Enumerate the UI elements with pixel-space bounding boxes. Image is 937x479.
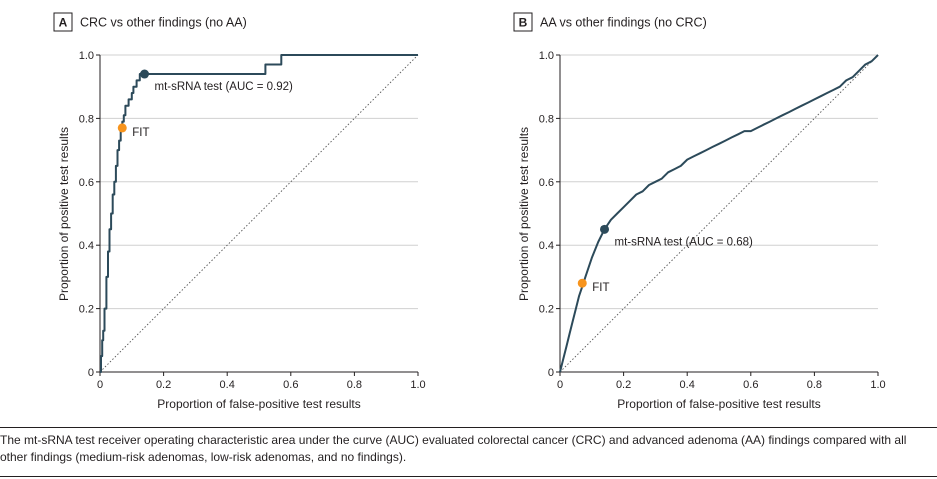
caption-divider-top [0, 427, 937, 428]
chart-a-svg: A CRC vs other findings (no AA) Proporti… [53, 12, 426, 411]
x-tick-label: 0.6 [743, 379, 758, 391]
y-tick-label: 0 [88, 367, 94, 379]
x-tick-label: 0 [97, 379, 103, 391]
x-tick-label: 1.0 [410, 379, 425, 391]
y-tick-label: 1.0 [539, 50, 554, 62]
panel-title-b: AA vs other findings (no CRC) [540, 16, 707, 30]
panel-letter-box-b [513, 12, 533, 32]
x-tick-label: 0.8 [347, 379, 362, 391]
y-tick-label: 0.6 [539, 177, 554, 189]
mt-srna-label-b: mt-sRNA test (AUC = 0.68) [615, 236, 754, 248]
y-axis-label-a: Proportion of positive test results [57, 127, 71, 301]
roc-curve-b [559, 54, 879, 373]
y-tick-label: 0.2 [539, 304, 554, 316]
x-tick-label: 0.6 [283, 379, 298, 391]
chart-panel-a: A CRC vs other findings (no AA) Proporti… [0, 0, 468, 425]
panel-letter-b: B [519, 16, 528, 30]
y-tick-label: 0.6 [79, 177, 94, 189]
chart-b-svg: B AA vs other findings (no CRC) Proporti… [513, 12, 886, 411]
chart-panel-b: B AA vs other findings (no CRC) Proporti… [460, 0, 928, 425]
x-tick-label: 1.0 [870, 379, 885, 391]
panel-letter-a: A [59, 16, 68, 30]
y-tick-label: 0.4 [79, 240, 94, 252]
mt-srna-point-a [140, 69, 150, 79]
reference-diagonal-b [559, 54, 879, 373]
x-tick-label: 0.8 [807, 379, 822, 391]
x-tick-label: 0.4 [680, 379, 695, 391]
y-tick-label: 0.4 [539, 240, 554, 252]
fit-point-a [117, 123, 127, 133]
x-tick-label: 0.2 [156, 379, 171, 391]
fit-label-b: FIT [592, 282, 609, 294]
y-tick-label: 0.2 [79, 304, 94, 316]
mt-srna-point-b [600, 224, 610, 234]
panel-letter-box-a [53, 12, 73, 32]
y-tick-label: 0 [548, 367, 554, 379]
roc-curve-a [100, 54, 418, 373]
x-axis-label-a: Proportion of false-positive test result… [157, 397, 360, 411]
fit-point-b [577, 278, 587, 288]
y-tick-label: 0.8 [539, 113, 554, 125]
figure-caption: The mt-sRNA test receiver operating char… [0, 433, 907, 464]
fit-label-a: FIT [132, 127, 149, 139]
x-tick-label: 0 [557, 379, 563, 391]
x-axis-label-b: Proportion of false-positive test result… [617, 397, 820, 411]
reference-diagonal-a [99, 54, 419, 373]
panel-title-a: CRC vs other findings (no AA) [80, 16, 247, 30]
y-axis-label-b: Proportion of positive test results [517, 127, 531, 301]
x-tick-label: 0.2 [616, 379, 631, 391]
y-tick-label: 1.0 [79, 50, 94, 62]
mt-srna-label-a: mt-sRNA test (AUC = 0.92) [155, 81, 294, 93]
caption-divider-bottom [0, 476, 937, 477]
y-tick-label: 0.8 [79, 113, 94, 125]
x-tick-label: 0.4 [220, 379, 235, 391]
